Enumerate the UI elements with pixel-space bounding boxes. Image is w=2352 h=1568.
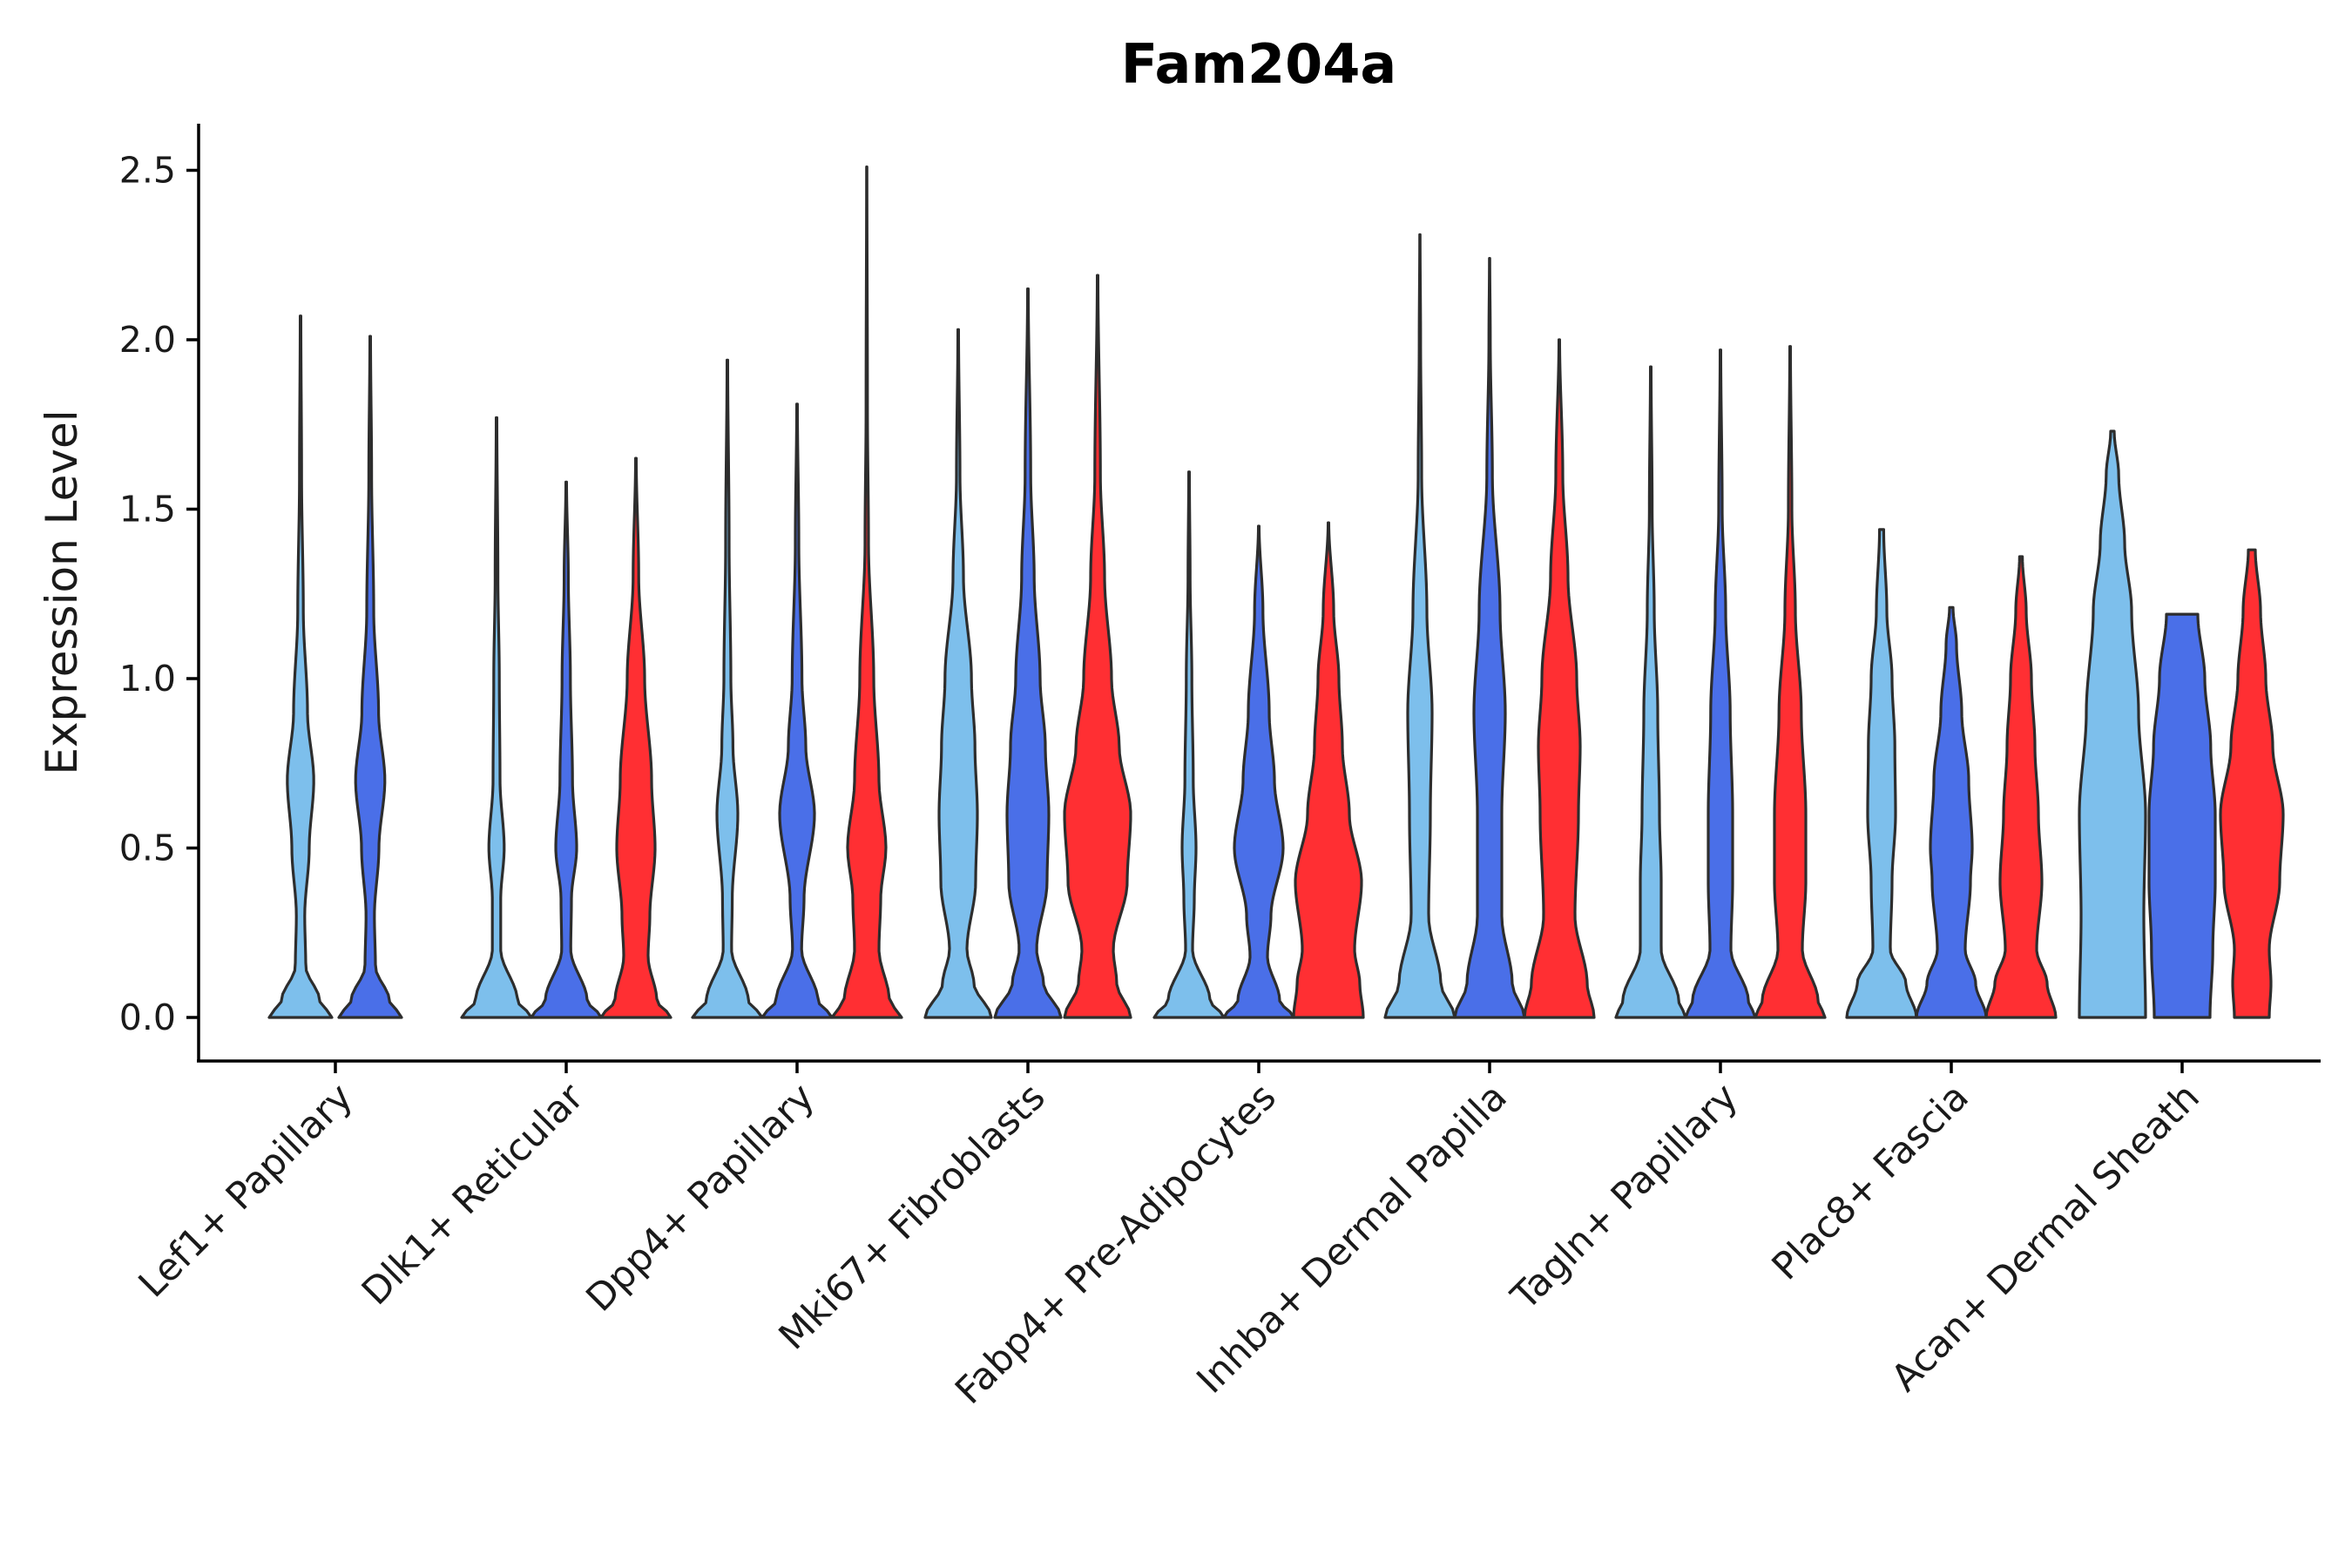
x-category-label: Dpp4+ Papillary: [578, 1075, 823, 1320]
violin-4-3: [1063, 274, 1132, 1019]
violin-5-3: [1292, 521, 1365, 1019]
violin-8-1: [1845, 528, 1918, 1019]
x-category-label: Plac8+ Fascia: [1764, 1075, 1977, 1288]
violin-6-2: [1453, 257, 1526, 1019]
violin-7-3: [1754, 345, 1827, 1019]
y-tick-label: 0.5: [119, 828, 176, 869]
violin-1-1: [267, 314, 334, 1019]
violin-4-1: [923, 328, 993, 1019]
violin-1-2: [337, 335, 403, 1019]
x-category-label: Mki67+ Fibroblasts: [771, 1075, 1054, 1358]
violin-6-1: [1383, 233, 1456, 1019]
violin-3-1: [691, 358, 764, 1019]
violin-6-3: [1523, 338, 1596, 1019]
x-category-label: Dlk1+ Reticular: [354, 1075, 592, 1314]
violin-9-1: [2078, 429, 2147, 1019]
violin-5-2: [1222, 524, 1295, 1019]
y-tick-label: 0.0: [119, 997, 176, 1038]
violin-5-1: [1152, 470, 1226, 1019]
violin-4-2: [993, 287, 1063, 1019]
chart-title: Fam204a: [1121, 32, 1396, 96]
violin-3-3: [830, 166, 903, 1019]
y-tick-label: 1.0: [119, 658, 176, 700]
y-axis-ticks: 0.0 0.5 1.0 1.5 2.0 2.5: [119, 150, 199, 1038]
violin-2-3: [599, 456, 672, 1019]
violin-9-2: [2147, 612, 2217, 1019]
violin-9-3: [2219, 548, 2285, 1019]
violin-2-1: [460, 416, 533, 1019]
violin-8-2: [1915, 605, 1988, 1019]
violin-7-2: [1684, 348, 1757, 1019]
violin-7-1: [1614, 365, 1687, 1019]
y-axis-title: Expression Level: [37, 409, 87, 774]
x-category-label: Tagln+ Papillary: [1503, 1075, 1747, 1319]
violin-3-2: [760, 402, 834, 1019]
x-category-label: Lef1+ Papillary: [131, 1075, 362, 1306]
violin-2-2: [530, 480, 603, 1019]
violin-8-3: [1984, 555, 2058, 1019]
violin-group: [267, 166, 2285, 1019]
y-tick-label: 2.0: [119, 319, 176, 361]
y-tick-label: 1.5: [119, 489, 176, 531]
y-tick-label: 2.5: [119, 150, 176, 192]
